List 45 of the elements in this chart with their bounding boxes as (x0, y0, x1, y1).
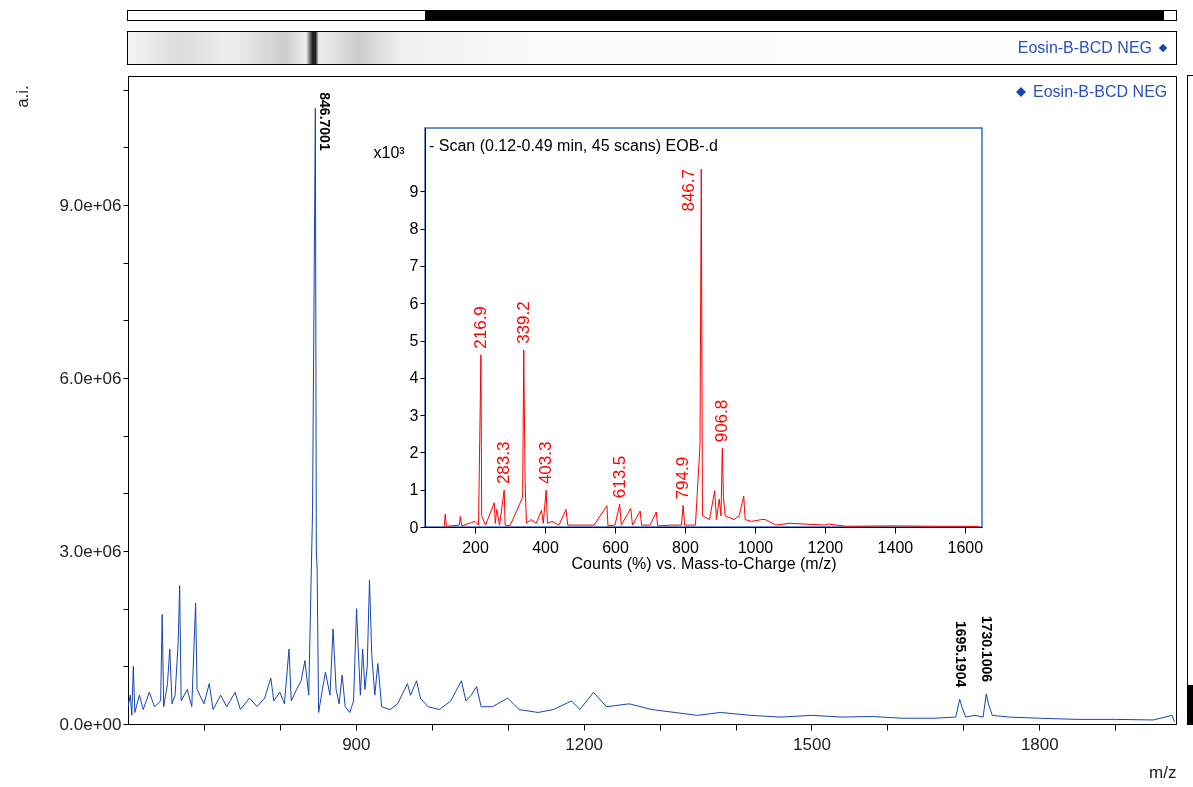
x-tick-label: 200 (462, 538, 489, 556)
y-axis-title: x10³ (373, 143, 406, 161)
y-tick-label: 0 (409, 518, 419, 536)
x-tick-label: 1500 (793, 734, 831, 754)
line-series (443, 168, 980, 527)
y-tick-label: 2 (409, 443, 419, 461)
annotation: 403.3 (536, 441, 556, 485)
y-tick-label: 9 (409, 182, 419, 200)
x-tick-label: 400 (532, 538, 559, 556)
y-axis-title: a.i. (12, 85, 32, 108)
x-tick-label: 1800 (1020, 734, 1059, 754)
annotation: 1695.1904 (952, 621, 969, 688)
annotation: 846.7001 (317, 92, 334, 151)
x-tick-label: 1200 (807, 538, 844, 556)
annotation: 339.2 (513, 301, 533, 344)
y-tick-label: 3.0e+06 (59, 541, 122, 561)
y-tick-label: 4 (409, 369, 419, 387)
annotation: 216.9 (470, 306, 490, 349)
x-tick-label: 1000 (737, 538, 774, 556)
x-tick-label: 1200 (565, 734, 604, 754)
y-tick-label: 3 (409, 406, 419, 424)
annotation: 1730.1006 (979, 615, 996, 683)
x-tick-label: 600 (602, 538, 629, 556)
annotation: 613.5 (609, 455, 629, 499)
annotation: 906.8 (712, 399, 732, 443)
x-axis-title: Counts (%) vs. Mass-to-Charge (m/z) (571, 554, 837, 572)
y-tick-label: 8 (409, 220, 419, 238)
x-tick-label: 800 (672, 538, 699, 556)
y-tick-label: 5 (409, 332, 419, 350)
text: - Scan (0.12-0.49 min, 45 scans) EOB-.d (429, 137, 719, 154)
x-axis-title: m/z (1149, 762, 1177, 782)
y-tick-label: 6 (409, 294, 419, 312)
text: Eosin-B-BCD NEG (1017, 39, 1152, 56)
y-tick-label: 7 (409, 257, 419, 275)
annotation: 283.3 (494, 441, 514, 485)
y-tick-label: 1 (409, 481, 419, 499)
y-tick-label: 9.0e+06 (59, 195, 122, 215)
annotation: 794.9 (673, 456, 693, 500)
x-tick-label: 1600 (947, 538, 984, 556)
annotation: 846.7 (679, 169, 699, 212)
y-tick-label: 0.0e+00 (59, 714, 122, 734)
legend-label: Eosin-B-BCD NEG (1033, 83, 1168, 100)
x-tick-label: 1400 (877, 538, 914, 556)
y-tick-label: 6.0e+06 (59, 368, 122, 388)
x-tick-label: 900 (342, 734, 371, 754)
